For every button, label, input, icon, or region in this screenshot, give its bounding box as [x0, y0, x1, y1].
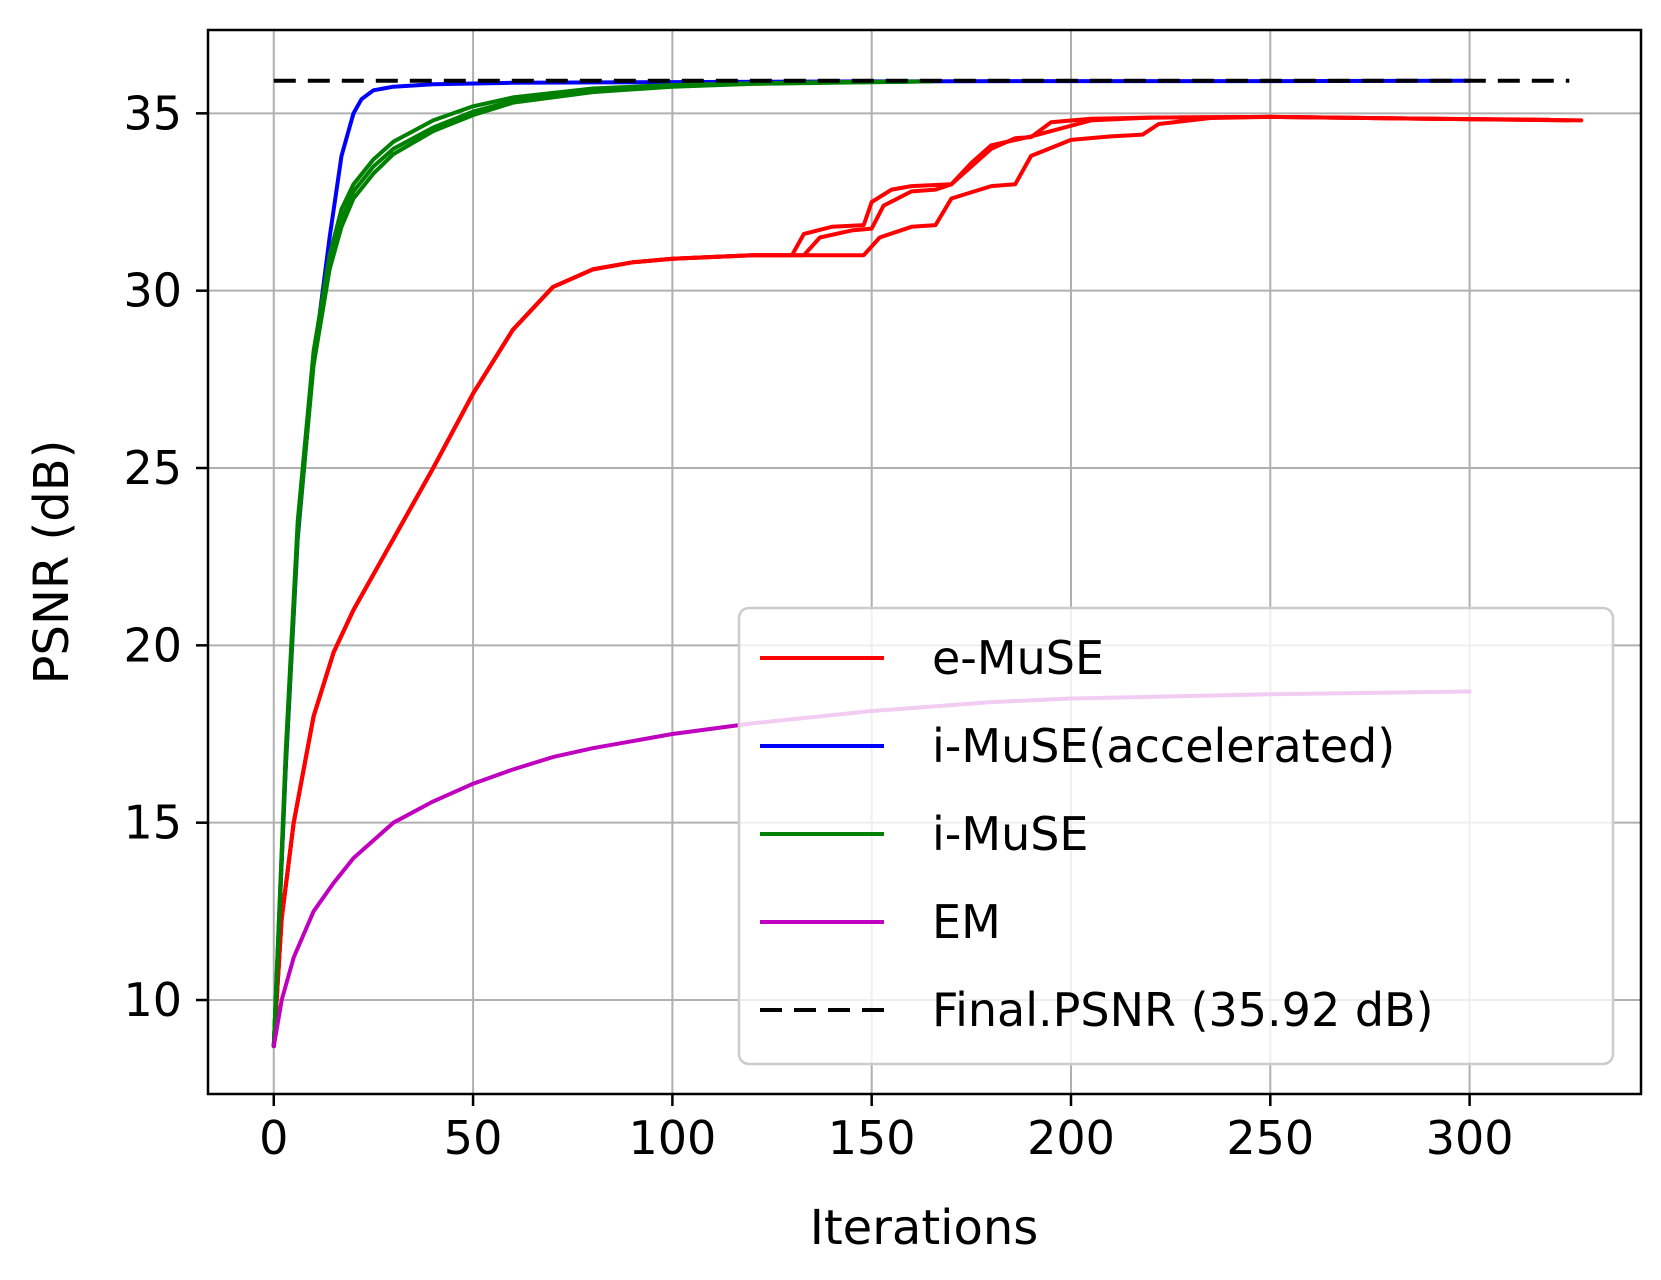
series-line-i-muse: [271, 79, 934, 1049]
x-tick-label: 150: [828, 1111, 916, 1165]
x-tick-label: 0: [259, 1111, 288, 1165]
x-axis-label: Iterations: [810, 1200, 1039, 1256]
y-tick-label: 15: [123, 796, 182, 850]
y-tick-label: 20: [123, 618, 182, 672]
legend-label: Final.PSNR (35.92 dB): [932, 983, 1434, 1037]
series-line-e-muse: [271, 114, 1584, 1049]
x-tick-label: 300: [1426, 1111, 1514, 1165]
y-tick-label: 35: [123, 86, 182, 140]
legend-label: i-MuSE: [932, 807, 1089, 861]
series-group: [271, 78, 1584, 1049]
x-tick-label: 200: [1027, 1111, 1115, 1165]
legend-label: e-MuSE: [932, 631, 1104, 685]
y-tick-label: 10: [123, 973, 182, 1027]
plot-frame: [206, 28, 1643, 1096]
y-tick-label: 30: [123, 264, 182, 318]
x-tick-label: 100: [628, 1111, 716, 1165]
legend-label: i-MuSE(accelerated): [932, 719, 1395, 773]
x-tick-label: 50: [444, 1111, 503, 1165]
legend-box: [737, 606, 1615, 1066]
x-tick-label: 250: [1226, 1111, 1314, 1165]
legend: e-MuSE i-MuSE(accelerated) i-MuSE EM Final.P…: [737, 606, 1615, 1066]
legend-items: e-MuSE i-MuSE(accelerated) i-MuSE EM Final.P…: [760, 631, 1434, 1037]
y-axis-label: PSNR (dB): [24, 440, 80, 685]
legend-label: EM: [932, 895, 1001, 949]
y-tick-label: 25: [123, 441, 182, 495]
ticks: 0 50 100 150 200 250 300 10 15 20 25 30 35: [123, 86, 1513, 1165]
